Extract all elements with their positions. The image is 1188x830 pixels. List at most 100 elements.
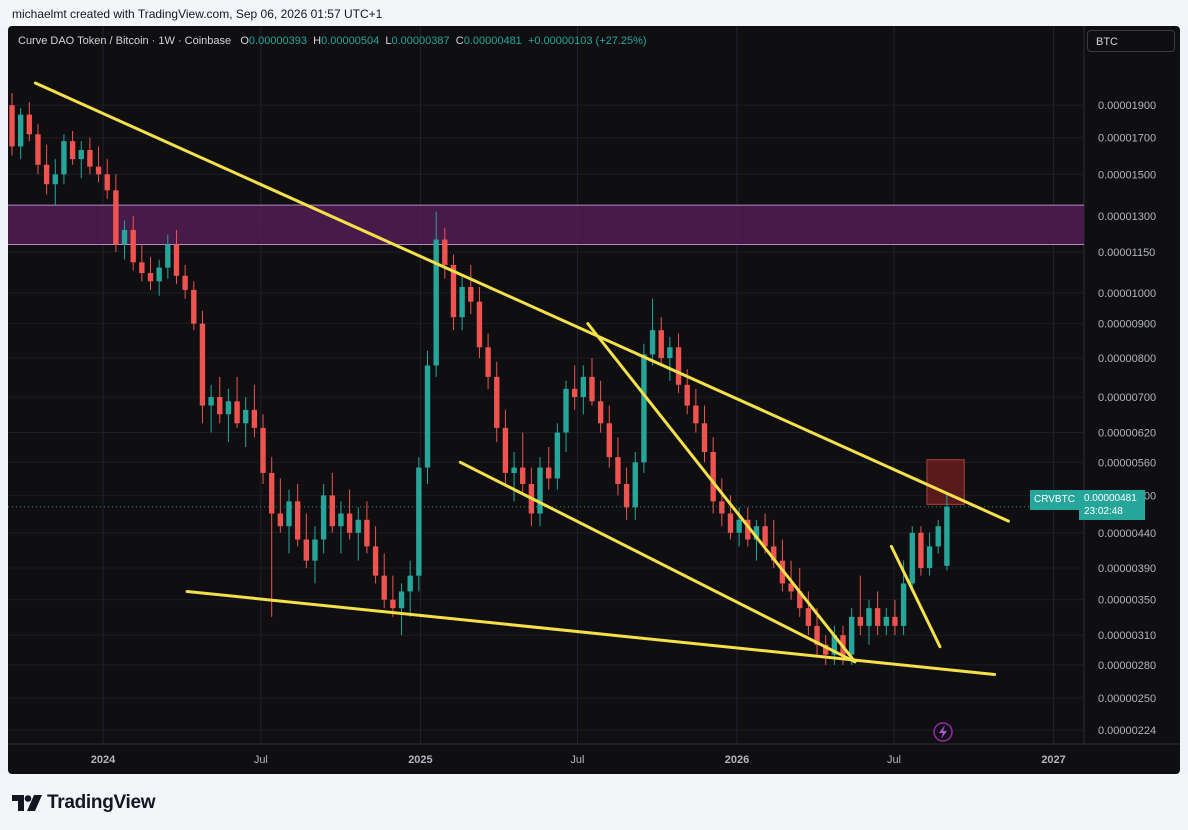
legend-low-value: 0.00000387 xyxy=(391,35,450,47)
chart-canvas[interactable]: 0.00001900 0.00001700 0.00001500 0.00001300… xyxy=(8,26,1180,774)
candle-body xyxy=(208,397,214,406)
candle-body xyxy=(632,462,638,508)
price-axis-label: 0.00000440 xyxy=(1098,528,1156,540)
symbol-legend: Curve DAO Token / Bitcoin · 1W · Coinbas… xyxy=(18,35,647,47)
candle-body xyxy=(139,262,145,274)
price-axis-label: 0.00000900 xyxy=(1098,319,1156,331)
time-axis-label: Jul xyxy=(887,754,901,766)
candle-body xyxy=(346,513,353,533)
candle-body xyxy=(78,150,84,160)
candle-body xyxy=(883,616,889,626)
trendline xyxy=(889,544,942,649)
candle-body xyxy=(710,452,716,502)
candle-body xyxy=(606,423,612,458)
trendline xyxy=(458,460,857,664)
tradingview-logo[interactable]: TradingView xyxy=(12,792,156,814)
candle-body xyxy=(641,354,647,463)
candle-body xyxy=(900,583,907,626)
price-axis-label: 0.00001500 xyxy=(1098,169,1156,181)
candle-body xyxy=(580,376,587,398)
trendline xyxy=(185,589,997,676)
candle-body xyxy=(286,501,292,527)
legend-low-label: L xyxy=(385,35,392,47)
time-axis-label: Jul xyxy=(570,754,584,766)
candle-body xyxy=(797,591,803,609)
candle-body xyxy=(857,616,864,626)
header-bar: michaelmt created with TradingView.com, … xyxy=(0,0,1188,26)
time-axis-label: 2025 xyxy=(408,754,432,766)
candle-body xyxy=(918,532,924,569)
tradingview-logo-icon xyxy=(12,795,42,811)
attribution-text: michaelmt created with TradingView.com, … xyxy=(12,7,383,21)
candle-body xyxy=(571,388,578,398)
price-axis-label: 0.00000250 xyxy=(1098,693,1156,705)
price-tag-countdown: 23:02:48 xyxy=(1083,506,1123,517)
candle-body xyxy=(450,264,457,318)
candle-body xyxy=(294,501,301,540)
candle-body xyxy=(199,323,206,406)
price-axis-label: 0.00001300 xyxy=(1098,211,1156,223)
candle-body xyxy=(468,287,474,302)
price-axis-label: 0.00001150 xyxy=(1098,247,1155,259)
candle-body xyxy=(459,287,465,318)
candle-body xyxy=(736,519,742,533)
currency-selector[interactable]: BTC xyxy=(1087,30,1175,52)
price-axis-label: 0.00000280 xyxy=(1098,660,1156,672)
candle-body xyxy=(407,575,413,592)
chart-frame[interactable]: 0.00001900 0.00001700 0.00001500 0.00001300… xyxy=(8,26,1180,774)
candle-body xyxy=(589,376,595,402)
candle-body xyxy=(727,513,734,533)
legend-high-value: 0.00000504 xyxy=(321,35,380,47)
candle-body xyxy=(814,625,820,645)
time-axis-label: Jul xyxy=(254,754,268,766)
candle-body xyxy=(251,409,258,428)
candle-body xyxy=(649,330,656,355)
candle-body xyxy=(823,644,829,655)
candle-body xyxy=(113,190,119,245)
candle-body xyxy=(874,608,881,626)
footer-bar: TradingView xyxy=(0,774,1188,830)
candle-body xyxy=(546,467,552,479)
candle-body xyxy=(381,575,387,600)
price-axis-label: 0.00000224 xyxy=(1098,725,1156,737)
candle-body xyxy=(563,388,569,433)
candle-body xyxy=(147,273,154,282)
price-axis-label: 0.00001700 xyxy=(1098,133,1156,145)
candle-body xyxy=(520,467,526,484)
candle-body xyxy=(217,397,223,415)
candle-body xyxy=(390,599,396,609)
candle-body xyxy=(130,229,136,263)
legend-open-value: 0.00000393 xyxy=(248,35,308,47)
last-price-tag: CRVBTC 0.00000481 23:02:48 xyxy=(1030,490,1145,520)
trendline xyxy=(33,81,1010,523)
candle-body xyxy=(719,501,725,514)
lightning-icon xyxy=(939,725,947,739)
candle-body xyxy=(771,546,777,561)
candle-body xyxy=(667,347,673,359)
candle-body xyxy=(424,365,431,468)
candle-body xyxy=(277,513,284,527)
price-tag-values: 0.00000481 23:02:48 xyxy=(1078,490,1145,520)
time-axis-label: 2024 xyxy=(91,754,116,766)
candle-body xyxy=(225,401,232,415)
candle-body xyxy=(372,546,379,576)
price-axis-label: 0.00001900 xyxy=(1098,100,1156,112)
candle-body xyxy=(848,616,855,655)
candle-body xyxy=(121,229,128,245)
candle-body xyxy=(944,506,950,566)
price-axis-label: 0.00000700 xyxy=(1098,392,1156,404)
candle-body xyxy=(485,347,491,377)
legend-open-label: O xyxy=(240,35,249,47)
candle-body xyxy=(269,472,275,514)
candle-body xyxy=(69,141,76,160)
candle-body xyxy=(364,519,370,547)
price-axis-label: 0.00001000 xyxy=(1098,288,1156,300)
candle-body xyxy=(537,467,543,514)
candle-body xyxy=(320,495,327,540)
candle-body xyxy=(104,174,110,191)
candle-body xyxy=(502,427,509,473)
candle-body xyxy=(191,289,197,324)
candle-body xyxy=(684,384,690,406)
price-axis-label: 0.00000390 xyxy=(1098,563,1156,575)
legend-high-label: H xyxy=(313,35,322,47)
